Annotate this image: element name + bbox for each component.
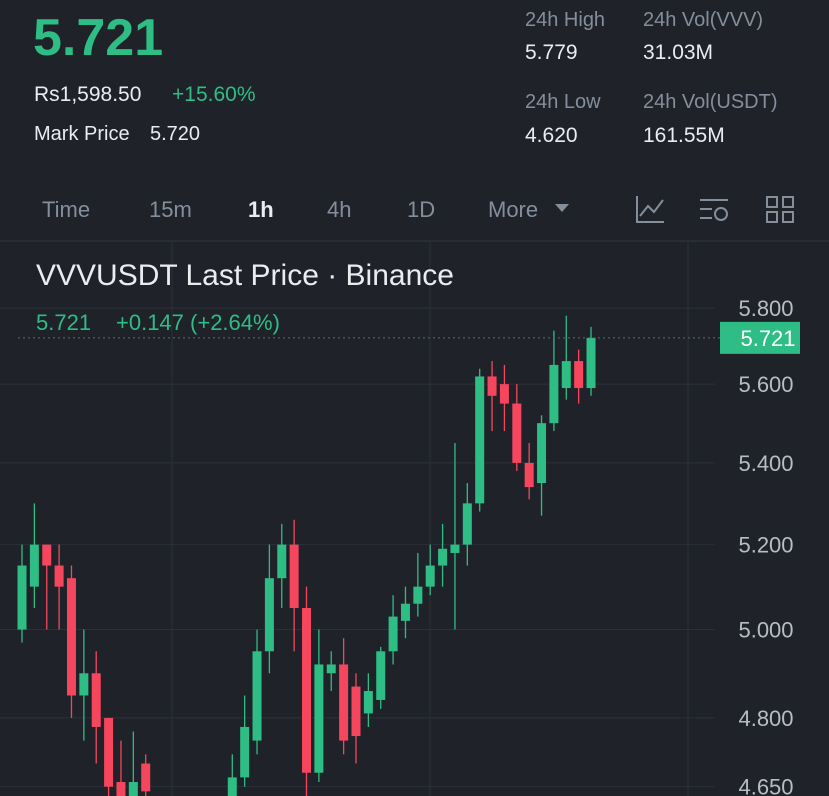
candle-body	[413, 586, 423, 604]
candle-body	[326, 664, 336, 674]
stat-value: 31.03M	[643, 41, 714, 64]
candle-body	[66, 578, 76, 696]
candle-body	[425, 565, 435, 587]
candle-body	[363, 691, 373, 714]
candle-body	[450, 544, 460, 553]
candle-body	[227, 777, 237, 796]
candle-body	[91, 673, 101, 727]
candle-body	[128, 782, 138, 796]
y-tick-label: 5.200	[738, 533, 793, 558]
change: +15.60%	[172, 83, 256, 106]
candle-body	[314, 664, 324, 773]
layout-icon[interactable]	[766, 196, 794, 223]
stat-label: 24h High	[525, 9, 606, 31]
candle-body	[549, 364, 559, 424]
candle-body	[512, 403, 522, 463]
candle-body	[289, 544, 299, 608]
stat-label: 24h Vol(USDT)	[643, 91, 778, 113]
candle-body	[141, 763, 151, 792]
price: 5.721	[33, 9, 164, 67]
legend-price: 5.721	[36, 310, 91, 335]
candle-body	[524, 462, 534, 488]
mark-label: Mark Price	[34, 123, 130, 145]
candle-body	[104, 717, 114, 787]
candle-body	[487, 376, 497, 396]
candle-body	[240, 726, 250, 778]
y-tick-label: 4.650	[738, 775, 793, 796]
candle-body	[574, 361, 584, 389]
toolbar-icons	[0, 196, 829, 242]
stat-label: 24h Low	[525, 91, 601, 113]
chart-title: VVVUSDT Last Price · Binance	[36, 259, 454, 292]
candle-body	[438, 548, 448, 566]
settings-icon[interactable]	[700, 199, 728, 221]
candle-body	[537, 423, 547, 484]
chart: VVVUSDT Last Price · Binance 5.721 +0.14…	[0, 242, 800, 796]
local-price: Rs1,598.50	[34, 83, 142, 106]
y-tick-label: 5.800	[738, 296, 793, 321]
candle-body	[462, 503, 472, 545]
stat-label: 24h Vol(VVV)	[643, 9, 764, 31]
candle-body	[561, 361, 571, 389]
y-tick-label: 4.800	[738, 706, 793, 731]
tab-active[interactable]: 1h	[248, 197, 274, 222]
candle-body	[475, 376, 485, 504]
tab[interactable]: 1D	[407, 197, 436, 222]
candle-body	[388, 616, 398, 652]
candle-body	[54, 565, 64, 587]
tab[interactable]: More	[488, 197, 539, 222]
candle-body	[79, 673, 89, 696]
stat-value: 5.779	[525, 41, 578, 64]
legend-change: +0.147 (+2.64%)	[116, 310, 280, 335]
last-price-label: 5.721	[740, 326, 795, 351]
candle-body	[252, 651, 262, 741]
y-tick-label: 5.600	[738, 372, 793, 397]
candle-body	[499, 384, 509, 404]
candle-body	[116, 782, 126, 796]
candle-body	[339, 664, 349, 741]
candle-body	[400, 603, 410, 621]
last-price-box	[720, 321, 800, 354]
candle-body	[277, 544, 287, 579]
y-tick-label: 5.400	[738, 451, 793, 476]
stat-value: 161.55M	[643, 124, 725, 147]
candle-body	[264, 578, 274, 652]
candle-body	[351, 686, 361, 737]
mark-value: 5.720	[150, 123, 201, 145]
y-tick-label: 5.000	[738, 618, 793, 643]
dropdown-arrow[interactable]	[555, 204, 569, 212]
candle-body	[29, 544, 39, 587]
tab[interactable]: 4h	[327, 197, 352, 222]
candle-body	[42, 544, 52, 566]
tab[interactable]: 15m	[149, 197, 192, 222]
candle-body	[376, 651, 386, 700]
stat-value: 4.620	[525, 124, 578, 147]
candle-body	[17, 565, 27, 630]
tab[interactable]: Time	[42, 197, 91, 222]
candle-body	[586, 337, 596, 389]
candle-body	[302, 607, 312, 773]
indicator-icon[interactable]	[636, 196, 664, 223]
